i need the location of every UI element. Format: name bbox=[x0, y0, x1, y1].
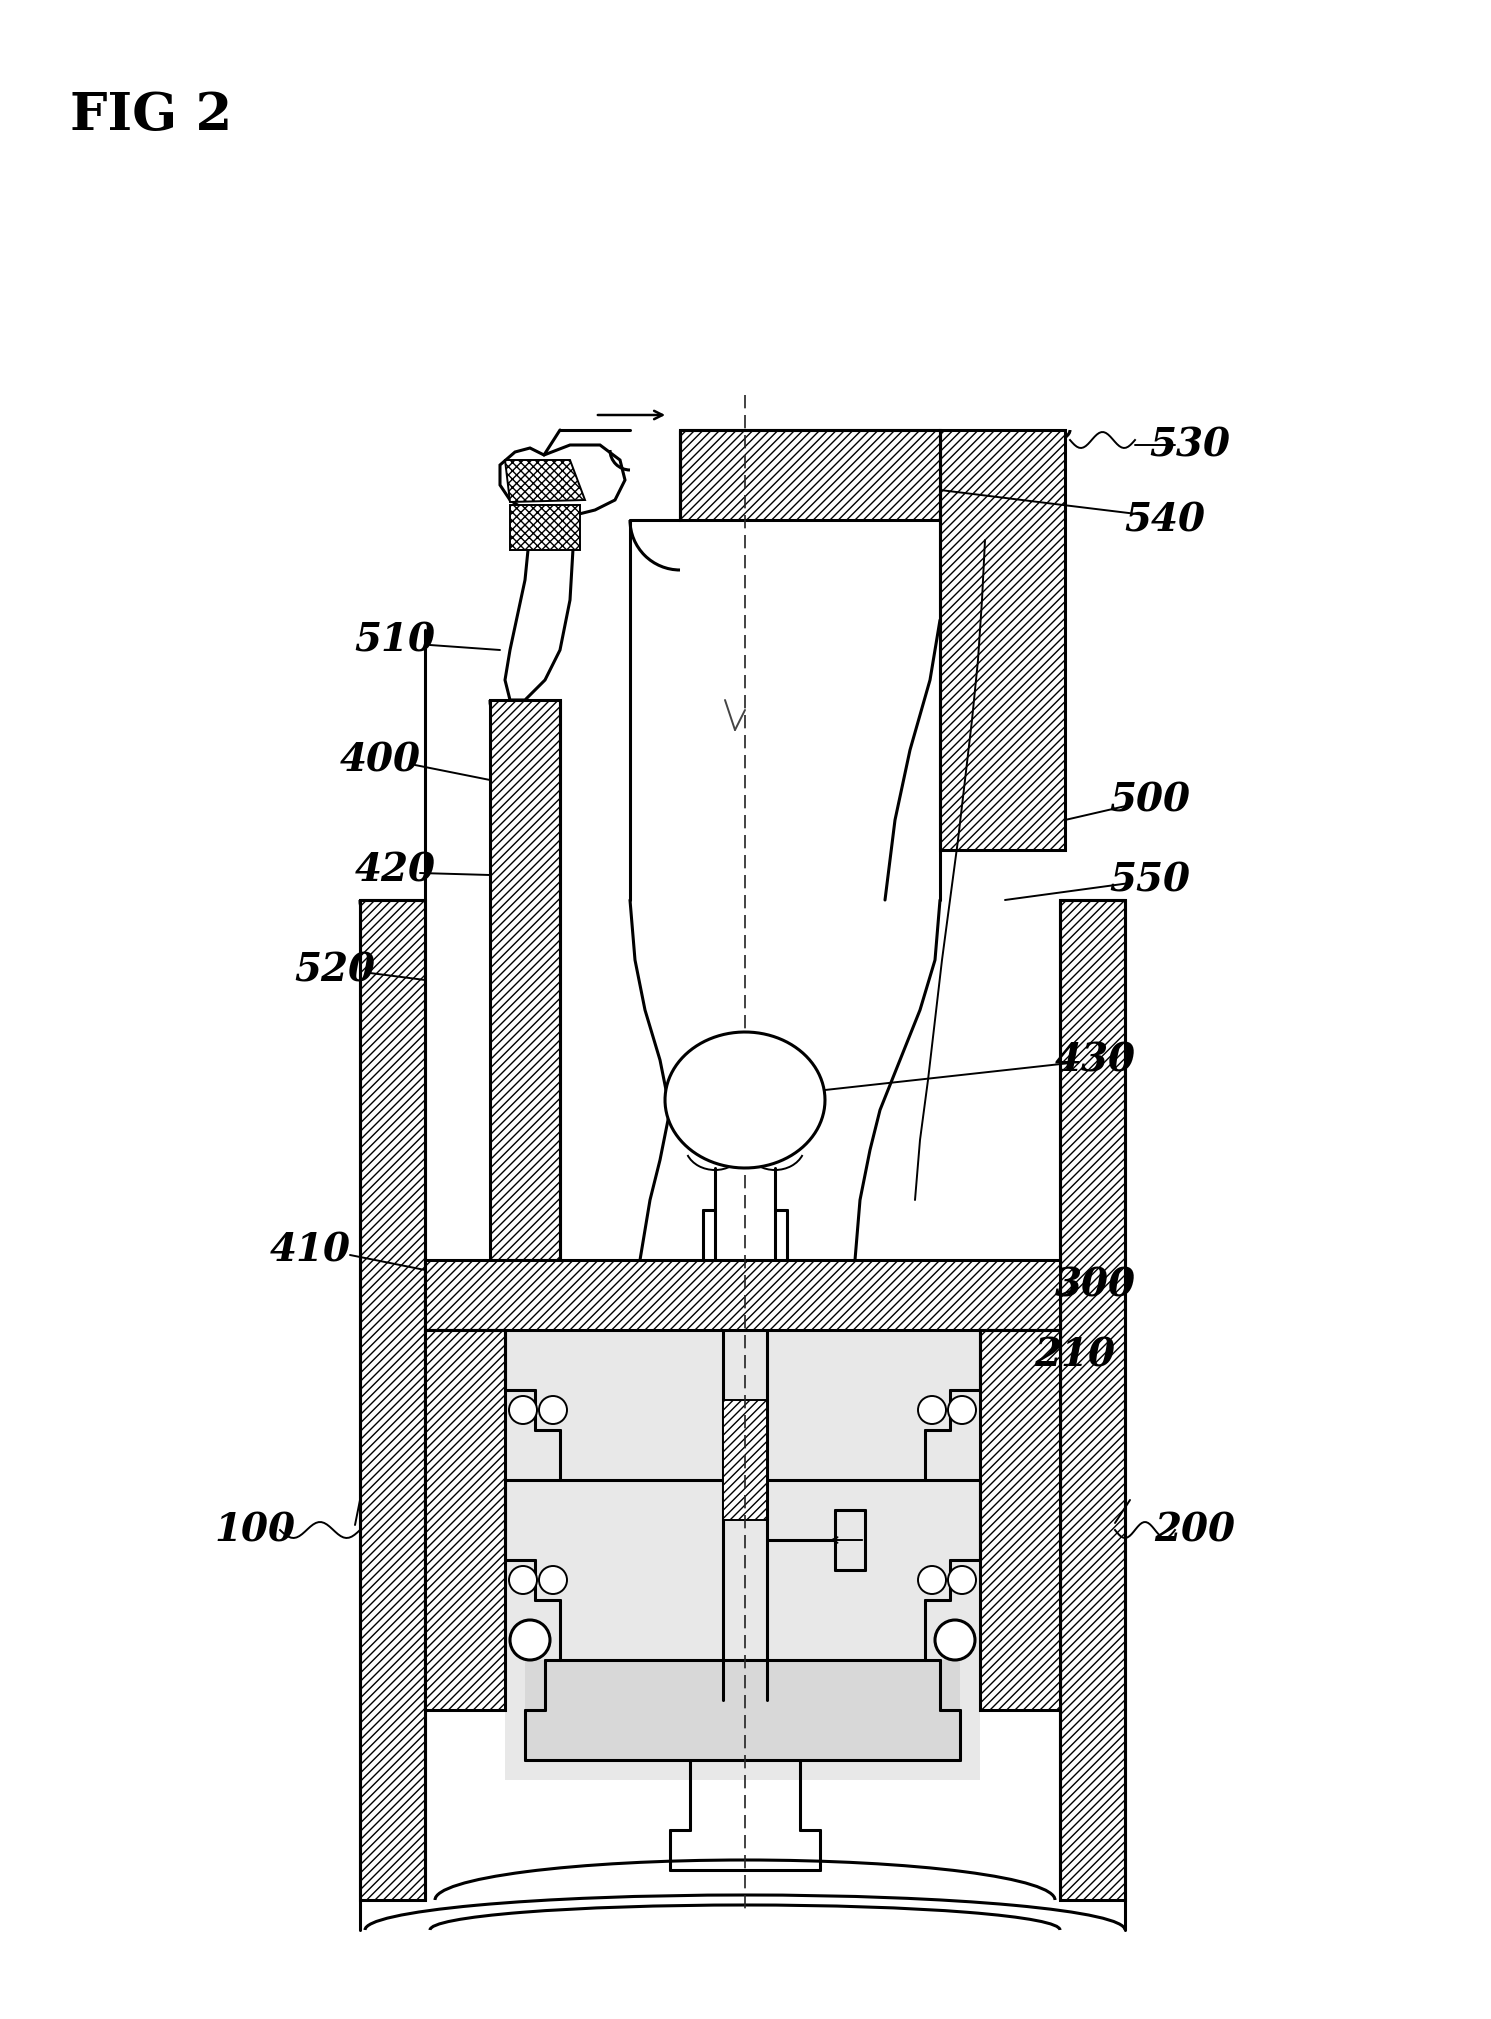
Text: 430: 430 bbox=[1054, 1042, 1136, 1078]
Text: 200: 200 bbox=[1154, 1510, 1236, 1549]
Circle shape bbox=[508, 1395, 537, 1423]
Bar bbox=[505, 1331, 980, 1781]
Text: 400: 400 bbox=[340, 741, 420, 779]
Bar bbox=[425, 1331, 505, 1710]
Bar bbox=[425, 1260, 1060, 1331]
Circle shape bbox=[540, 1567, 567, 1593]
Text: FIG 2: FIG 2 bbox=[70, 91, 233, 141]
Text: 300: 300 bbox=[1054, 1266, 1136, 1304]
Polygon shape bbox=[505, 460, 584, 503]
Text: 540: 540 bbox=[1124, 501, 1206, 539]
Text: 100: 100 bbox=[215, 1510, 295, 1549]
Circle shape bbox=[918, 1567, 945, 1593]
Bar bbox=[980, 1331, 1060, 1710]
Circle shape bbox=[948, 1395, 977, 1423]
Bar bbox=[680, 430, 939, 521]
Polygon shape bbox=[665, 1032, 825, 1167]
Text: 530: 530 bbox=[1150, 426, 1230, 464]
Text: 520: 520 bbox=[295, 951, 376, 989]
Text: 410: 410 bbox=[270, 1232, 350, 1270]
Circle shape bbox=[510, 1619, 550, 1660]
Circle shape bbox=[935, 1619, 975, 1660]
Circle shape bbox=[918, 1395, 945, 1423]
Text: 420: 420 bbox=[355, 850, 435, 888]
Polygon shape bbox=[510, 505, 580, 549]
Bar bbox=[1060, 900, 1126, 1900]
Bar bbox=[491, 701, 561, 1260]
Bar bbox=[723, 1399, 766, 1520]
Circle shape bbox=[948, 1567, 977, 1593]
Text: 210: 210 bbox=[1035, 1337, 1115, 1375]
Bar bbox=[939, 430, 1065, 850]
Bar bbox=[359, 900, 425, 1900]
Text: 550: 550 bbox=[1109, 860, 1190, 898]
Circle shape bbox=[540, 1395, 567, 1423]
Bar bbox=[525, 1660, 960, 1761]
Text: 510: 510 bbox=[355, 622, 435, 658]
Circle shape bbox=[508, 1567, 537, 1593]
Text: 500: 500 bbox=[1109, 781, 1190, 820]
